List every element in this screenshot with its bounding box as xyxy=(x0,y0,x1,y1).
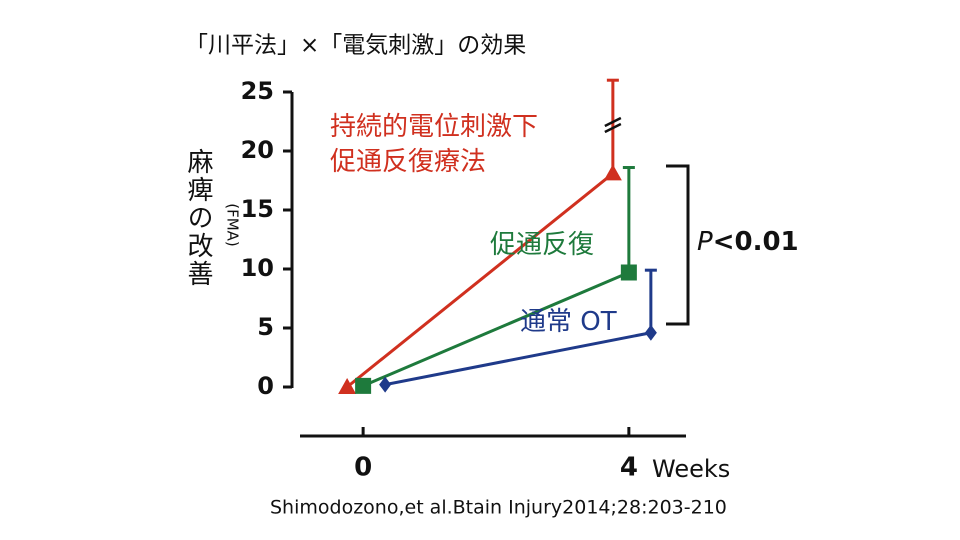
y-sublabel: (FMA) xyxy=(224,203,242,247)
y-tick-label: 0 xyxy=(257,372,274,400)
p-symbol: P xyxy=(697,227,713,257)
series-label: 促通反復 xyxy=(490,230,595,260)
series-line xyxy=(362,271,630,388)
significance-bracket xyxy=(666,164,690,326)
chart-title: 「川平法」×「電気刺激」の効果 xyxy=(185,33,526,59)
y-tick-label: 20 xyxy=(241,136,274,164)
x-label: Weeks xyxy=(652,455,730,483)
marker xyxy=(355,377,372,394)
marker xyxy=(338,378,357,394)
y-tick-label: 15 xyxy=(241,195,274,223)
x-tick-label: 0 xyxy=(354,453,372,483)
series-label: 通常 OT xyxy=(520,307,617,337)
source: Shimodozono,et al.Btain Injury2014;28:20… xyxy=(270,497,727,519)
series-line xyxy=(384,331,652,387)
p-value: <0.01 xyxy=(713,227,799,257)
x-tick-label: 4 xyxy=(620,453,638,483)
marker xyxy=(620,264,637,281)
series-line xyxy=(346,172,614,389)
series-label: 持続的電位刺激下 促通反復療法 xyxy=(330,112,539,177)
y-label: 麻痺の改善 xyxy=(183,148,213,288)
y-tick-label: 10 xyxy=(241,254,274,282)
axis-break xyxy=(604,116,622,134)
marker xyxy=(603,164,622,181)
y-tick-label: 25 xyxy=(241,77,274,105)
marker xyxy=(379,376,392,393)
marker xyxy=(644,324,657,341)
y-tick-label: 5 xyxy=(257,313,274,341)
p-label: P<0.01 xyxy=(697,227,799,257)
